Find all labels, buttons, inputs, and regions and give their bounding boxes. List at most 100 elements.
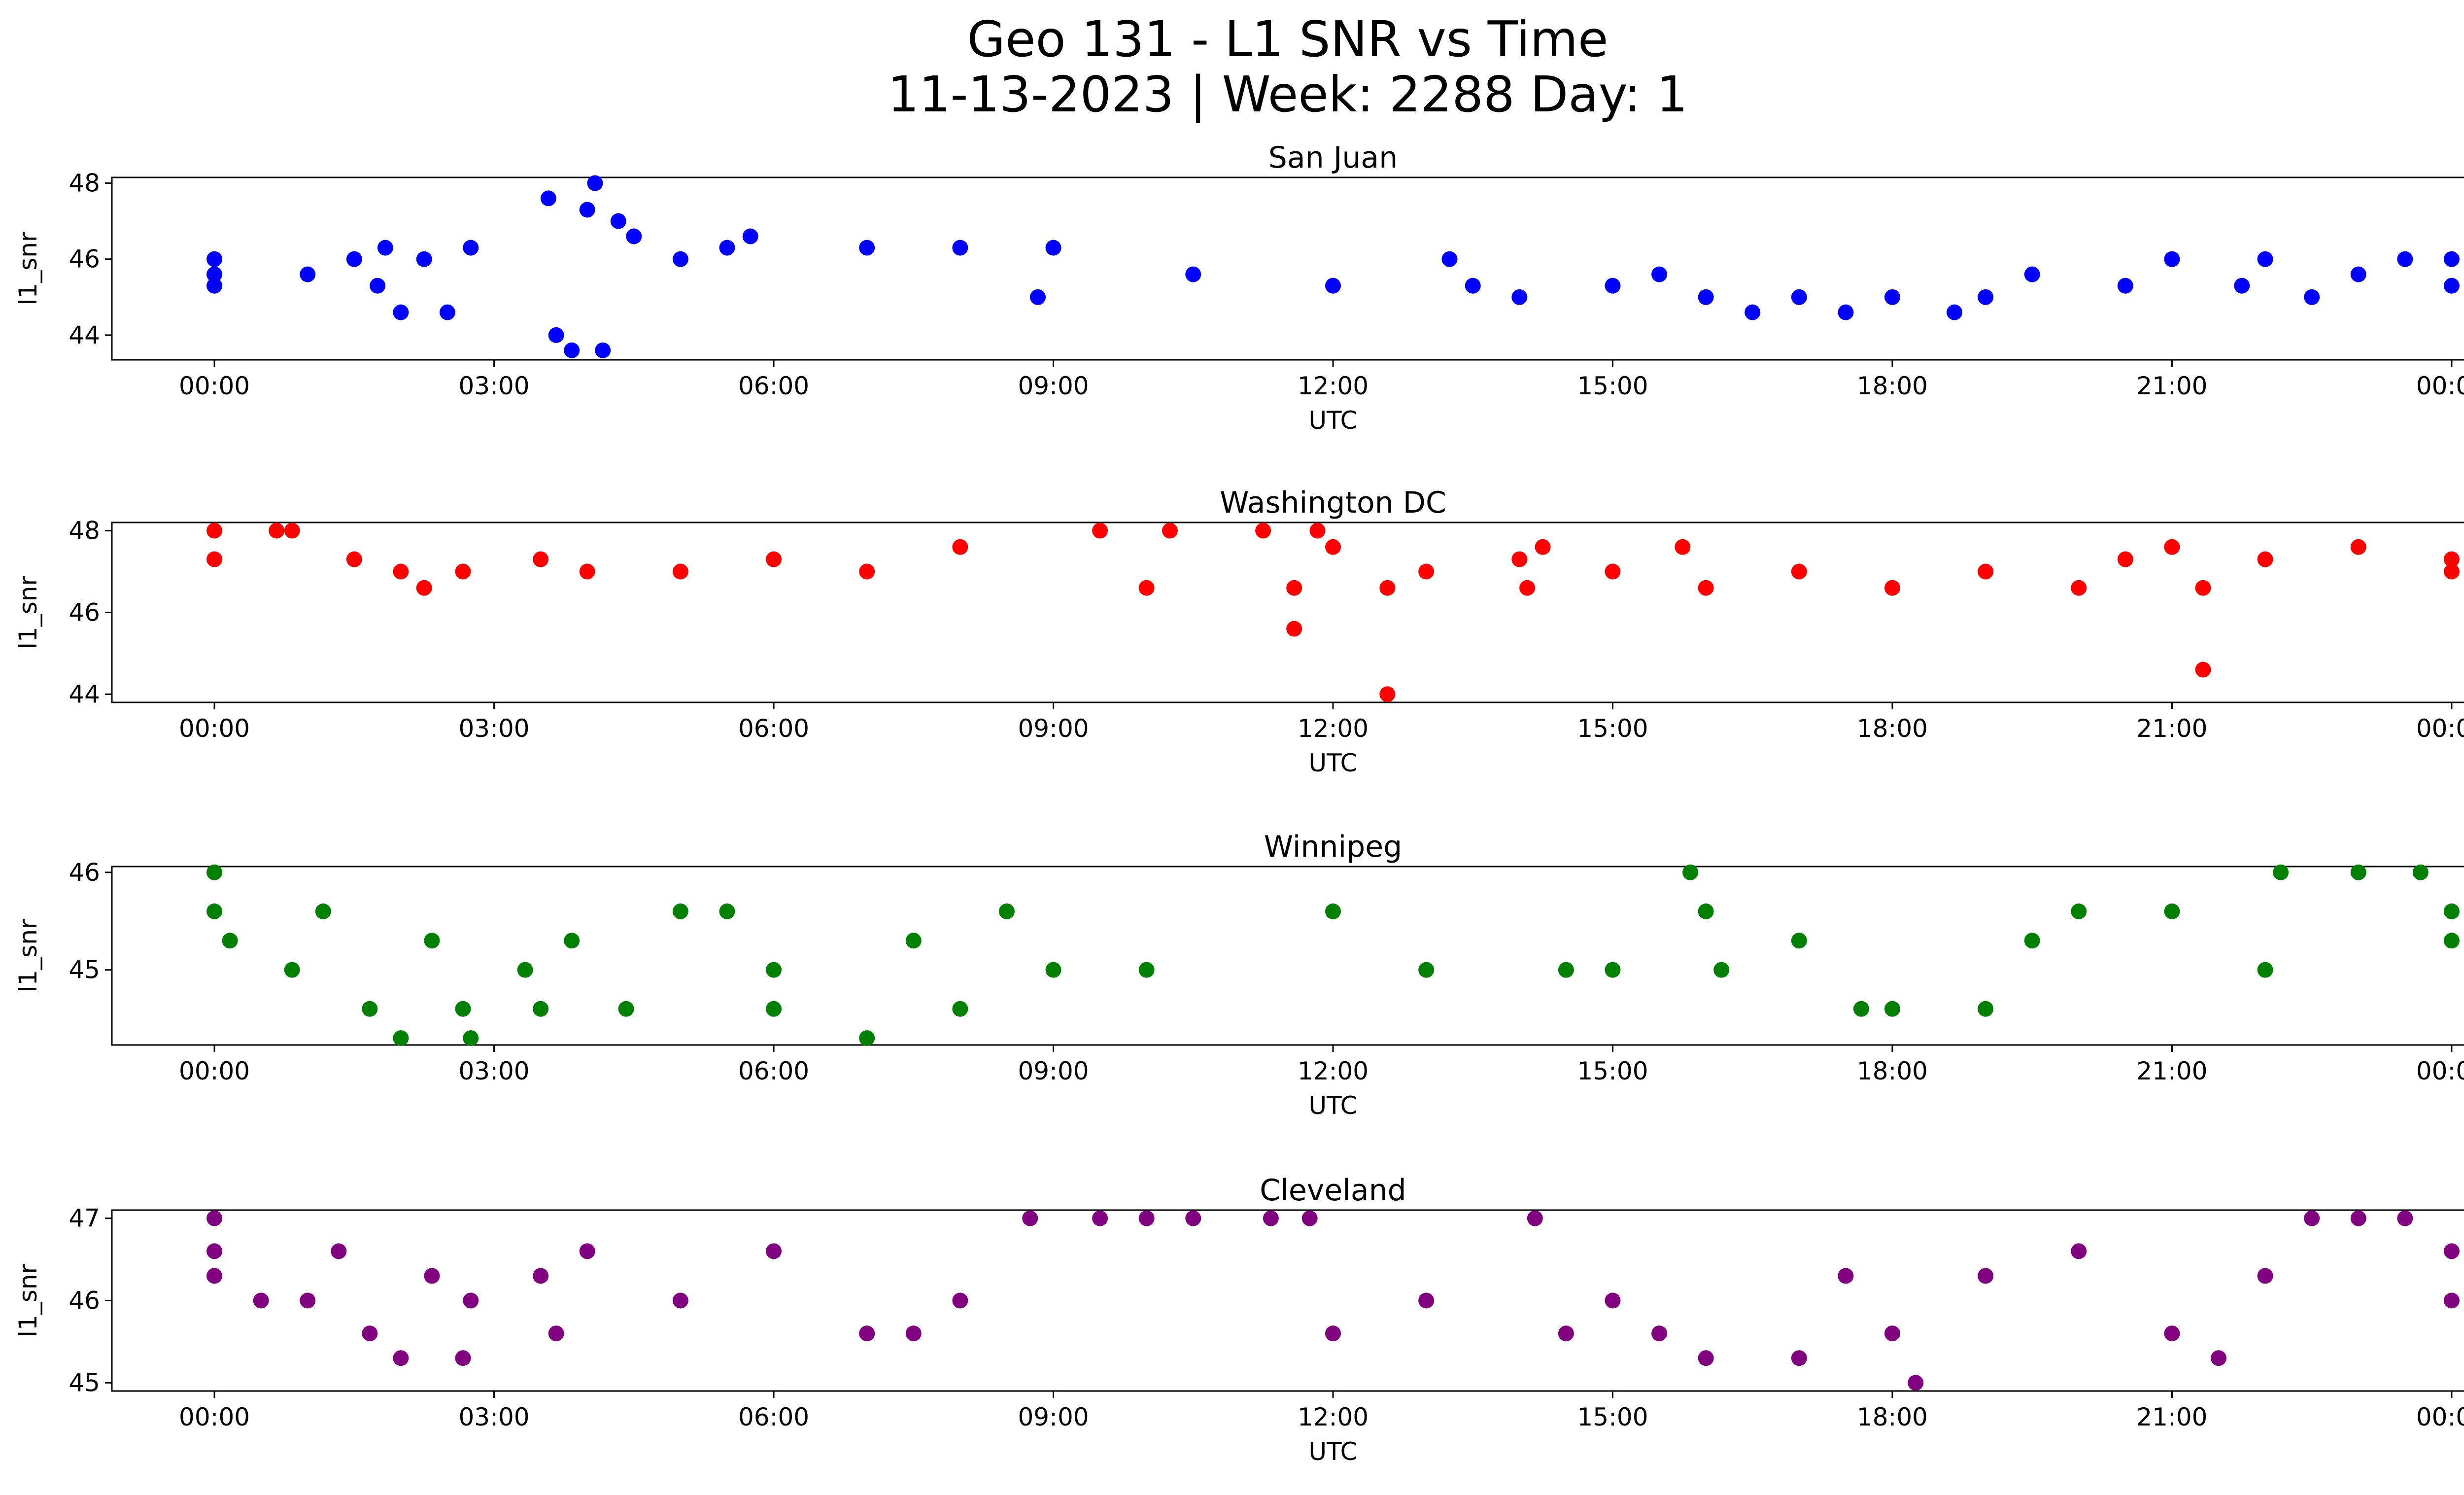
data-point (1325, 1325, 1341, 1342)
y-tick-label: 46 (68, 1286, 100, 1315)
data-point (2443, 933, 2460, 949)
data-point (1745, 304, 1761, 320)
x-tick-label: 09:00 (1018, 1057, 1089, 1085)
data-point (362, 1001, 378, 1017)
data-point (579, 1243, 595, 1259)
x-tick-label: 12:00 (1298, 372, 1369, 400)
data-point (548, 327, 564, 343)
data-point (1853, 1001, 1869, 1017)
data-point (2211, 1350, 2227, 1366)
data-points (206, 1210, 2460, 1391)
x-tick-label: 00:00 (2416, 714, 2464, 743)
data-point (548, 1325, 564, 1342)
data-point (2350, 864, 2366, 880)
data-point (1791, 563, 1807, 580)
data-point (2443, 903, 2460, 919)
data-point (206, 266, 223, 282)
x-tick-label: 12:00 (1298, 714, 1369, 743)
y-tick-label: 45 (68, 1368, 100, 1397)
data-point (2443, 251, 2460, 267)
data-point (2257, 551, 2273, 567)
data-point (1325, 539, 1341, 555)
data-point (315, 903, 331, 919)
y-tick-label: 48 (68, 517, 100, 545)
data-point (2071, 1243, 2087, 1259)
data-points (206, 864, 2460, 1046)
x-tick-label: 18:00 (1857, 1057, 1928, 1085)
data-point (2397, 1210, 2413, 1226)
data-point (362, 1325, 378, 1342)
data-point (1379, 686, 1396, 702)
data-point (463, 240, 479, 256)
data-point (766, 1001, 782, 1017)
x-tick-label: 03:00 (459, 1057, 530, 1085)
data-point (672, 903, 688, 919)
data-point (2397, 251, 2413, 267)
data-points (206, 175, 2460, 358)
data-point (206, 278, 223, 294)
data-points (206, 522, 2460, 702)
data-point (284, 962, 300, 978)
data-point (284, 522, 300, 539)
data-point (269, 522, 285, 539)
data-point (439, 304, 455, 320)
data-point (2350, 1210, 2366, 1226)
data-point (2443, 1243, 2460, 1259)
data-point (1301, 1210, 1318, 1226)
x-tick-label: 00:00 (179, 372, 250, 400)
data-point (424, 933, 440, 949)
data-point (1138, 1210, 1155, 1226)
chart-panel-2: Washington DC 00:00 03:00 06:00 09:00 12:00 15… (14, 486, 2464, 777)
data-point (206, 251, 223, 267)
figure-title: Geo 131 - L1 SNR vs Time (967, 10, 1608, 68)
data-point (2350, 539, 2366, 555)
y-tick-label: 46 (68, 858, 100, 887)
data-point (1838, 304, 1854, 320)
data-point (2164, 1325, 2180, 1342)
data-point (2257, 1268, 2273, 1284)
data-point (1978, 289, 1994, 305)
x-axis-label: UTC (1308, 1091, 1357, 1120)
data-point (455, 1350, 471, 1366)
data-point (517, 962, 533, 978)
data-point (2443, 551, 2460, 567)
data-point (2350, 266, 2366, 282)
panel-title: Washington DC (1220, 486, 1446, 520)
data-point (455, 563, 471, 580)
data-point (2443, 1292, 2460, 1309)
chart-panel-3: Winnipeg 00:00 03:00 06:00 09:00 12:00 15:00 18… (14, 830, 2464, 1120)
data-point (1162, 522, 1178, 539)
data-point (859, 1030, 875, 1046)
data-point (766, 551, 782, 567)
panel-title: Cleveland (1260, 1173, 1406, 1208)
data-point (1791, 933, 1807, 949)
data-point (2024, 933, 2040, 949)
data-point (952, 1001, 968, 1017)
data-point (533, 1268, 549, 1284)
chart-panel-1: San Juan 00:00 03:00 06:00 09:00 12:00 15:00 18… (14, 140, 2464, 435)
x-tick-label: 09:00 (1018, 372, 1089, 400)
data-point (1325, 278, 1341, 294)
y-axis-label: l1_snr (14, 576, 42, 649)
data-point (579, 563, 595, 580)
data-point (393, 1030, 409, 1046)
data-point (952, 1292, 968, 1309)
data-point (206, 1268, 223, 1284)
data-point (1682, 864, 1699, 880)
data-point (1978, 1268, 1994, 1284)
data-point (719, 240, 735, 256)
data-point (2257, 251, 2273, 267)
data-point (1185, 266, 1201, 282)
x-tick-label: 15:00 (1577, 1403, 1648, 1431)
data-point (1605, 1292, 1621, 1309)
data-point (1138, 962, 1155, 978)
y-axis-label: l1_snr (14, 232, 42, 305)
x-tick-label: 21:00 (2136, 372, 2207, 400)
data-point (1286, 621, 1302, 637)
data-point (766, 1243, 782, 1259)
y-tick-label: 48 (68, 169, 100, 198)
x-tick-label: 00:00 (179, 1403, 250, 1431)
data-point (300, 266, 316, 282)
data-point (1263, 1210, 1279, 1226)
